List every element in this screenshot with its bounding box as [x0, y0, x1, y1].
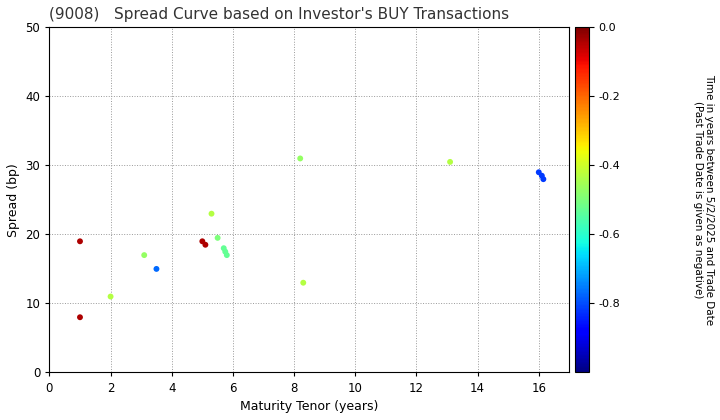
Point	[536, 172, 548, 179]
Point	[74, 238, 86, 245]
Point	[105, 293, 117, 300]
Point	[212, 234, 223, 241]
Y-axis label: Spread (bp): Spread (bp)	[7, 163, 20, 237]
Y-axis label: Time in years between 5/2/2025 and Trade Date
(Past Trade Date is given as negat: Time in years between 5/2/2025 and Trade…	[693, 74, 714, 326]
Point	[218, 245, 230, 252]
Point	[220, 248, 231, 255]
Point	[199, 241, 211, 248]
Point	[197, 238, 208, 245]
Point	[533, 169, 544, 176]
Point	[138, 252, 150, 258]
X-axis label: Maturity Tenor (years): Maturity Tenor (years)	[240, 400, 379, 413]
Point	[150, 265, 162, 272]
Point	[74, 314, 86, 320]
Text: (9008)   Spread Curve based on Investor's BUY Transactions: (9008) Spread Curve based on Investor's …	[50, 7, 510, 22]
Point	[221, 252, 233, 258]
Point	[538, 176, 549, 183]
Point	[444, 158, 456, 165]
Point	[294, 155, 306, 162]
Point	[206, 210, 217, 217]
Point	[297, 279, 309, 286]
